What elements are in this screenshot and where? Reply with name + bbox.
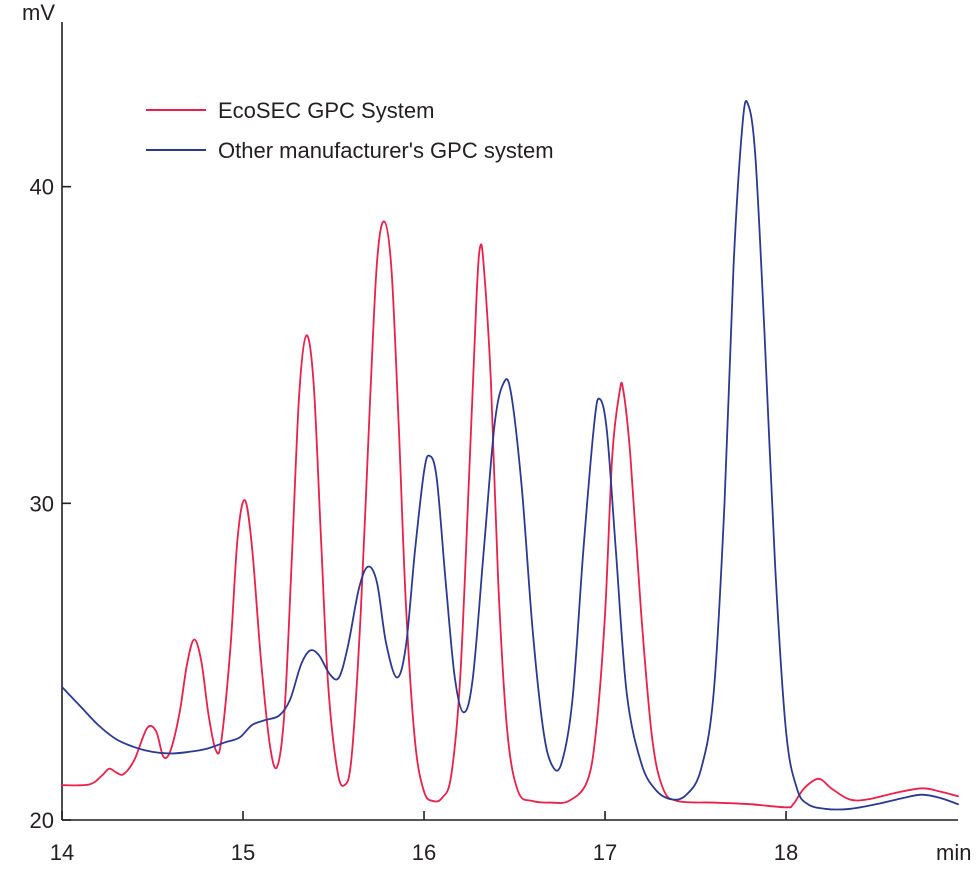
legend-label-other-manufacturer: Other manufacturer's GPC system (218, 138, 554, 163)
y-tick-label-40: 40 (30, 175, 54, 200)
series-lines (61, 100, 959, 811)
x-axis-ticks: 14 15 16 17 18 (50, 811, 798, 865)
legend: EcoSEC GPC System Other manufacturer's G… (146, 98, 554, 163)
y-tick-label-20: 20 (30, 808, 54, 833)
x-tick-label-16: 16 (412, 840, 436, 865)
series-line-ecosec (61, 220, 959, 809)
x-tick-label-15: 15 (231, 840, 255, 865)
x-tick-label-14: 14 (50, 840, 74, 865)
x-tick-label-18: 18 (774, 840, 798, 865)
x-axis-unit-label: min (936, 840, 971, 865)
y-tick-label-30: 30 (30, 491, 54, 516)
series-line-other-manufacturer (61, 100, 959, 811)
legend-label-ecosec: EcoSEC GPC System (218, 98, 434, 123)
y-axis-unit-label: mV (22, 0, 55, 25)
x-tick-label-17: 17 (593, 840, 617, 865)
y-axis-ticks: 20 30 40 (30, 175, 71, 833)
